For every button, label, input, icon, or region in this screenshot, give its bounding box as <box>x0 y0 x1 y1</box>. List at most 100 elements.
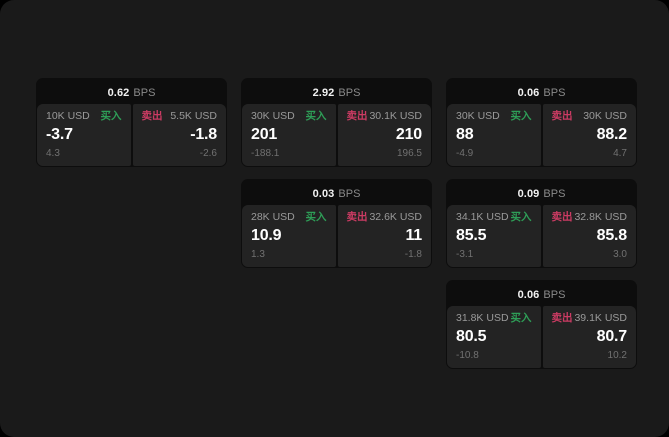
card-header: 0.06 BPS <box>446 83 637 104</box>
quote-column-1: 0.62 BPS 10K USD 买入 -3.7 4.3 卖出 <box>36 78 227 167</box>
card-header: 0.09 BPS <box>446 184 637 205</box>
sell-side-label: 卖出 <box>346 110 368 122</box>
quote-card[interactable]: 0.03 BPS 28K USD 买入 10.9 1.3 卖出 <box>241 179 432 268</box>
buy-side-label: 买入 <box>100 110 122 122</box>
bps-value: 2.92 <box>312 87 335 99</box>
sell-delta: -1.8 <box>404 249 422 260</box>
card-panels: 31.8K USD 买入 80.5 -10.8 卖出 39.1K USD 80.… <box>446 306 637 369</box>
card-panels: 30K USD 买入 201 -188.1 卖出 30.1K USD 210 1… <box>241 104 432 167</box>
sell-value: 85.8 <box>596 227 628 245</box>
buy-panel-top: 30K USD 买入 <box>251 111 327 122</box>
sell-size: 5.5K USD <box>170 110 217 122</box>
sell-panel-top: 卖出 32.6K USD <box>347 212 423 223</box>
sell-size: 32.6K USD <box>369 211 422 223</box>
quote-card-grid: 0.62 BPS 10K USD 买入 -3.7 4.3 卖出 <box>36 78 637 398</box>
buy-panel[interactable]: 30K USD 买入 88 -4.9 <box>447 104 541 166</box>
buy-panel-top: 10K USD 买入 <box>46 111 122 122</box>
buy-panel[interactable]: 30K USD 买入 201 -188.1 <box>242 104 336 166</box>
buy-size: 28K USD <box>251 211 295 223</box>
sell-panel-top: 卖出 5.5K USD <box>142 111 218 122</box>
card-header: 0.03 BPS <box>241 184 432 205</box>
bps-unit: BPS <box>133 87 156 99</box>
buy-size: 30K USD <box>456 110 500 122</box>
buy-size: 30K USD <box>251 110 295 122</box>
quote-card[interactable]: 0.62 BPS 10K USD 买入 -3.7 4.3 卖出 <box>36 78 227 167</box>
buy-panel[interactable]: 10K USD 买入 -3.7 4.3 <box>37 104 131 166</box>
bps-value: 0.62 <box>107 87 130 99</box>
quote-card[interactable]: 0.06 BPS 31.8K USD 买入 80.5 -10.8 卖 <box>446 280 637 369</box>
bps-value: 0.06 <box>517 87 540 99</box>
buy-panel-top: 30K USD 买入 <box>456 111 532 122</box>
buy-side-label: 买入 <box>510 211 532 223</box>
sell-size: 39.1K USD <box>574 312 627 324</box>
buy-panel[interactable]: 31.8K USD 买入 80.5 -10.8 <box>447 306 541 368</box>
buy-delta: -4.9 <box>456 148 474 159</box>
bps-value: 0.09 <box>517 188 540 200</box>
buy-value: 88 <box>456 126 474 144</box>
buy-panel-top: 31.8K USD 买入 <box>456 313 532 324</box>
buy-size: 34.1K USD <box>456 211 509 223</box>
buy-panel-top: 34.1K USD 买入 <box>456 212 532 223</box>
card-panels: 30K USD 买入 88 -4.9 卖出 30K USD 88.2 4.7 <box>446 104 637 167</box>
buy-side-label: 买入 <box>510 110 532 122</box>
buy-side-label: 买入 <box>305 211 327 223</box>
card-header: 2.92 BPS <box>241 83 432 104</box>
sell-value: 88.2 <box>596 126 628 144</box>
sell-size: 30K USD <box>583 110 627 122</box>
buy-value: -3.7 <box>46 126 73 144</box>
sell-panel-top: 卖出 32.8K USD <box>552 212 628 223</box>
sell-side-label: 卖出 <box>551 312 573 324</box>
bps-unit: BPS <box>338 188 361 200</box>
sell-side-label: 卖出 <box>551 211 573 223</box>
sell-delta: 3.0 <box>613 249 627 260</box>
card-panels: 34.1K USD 买入 85.5 -3.1 卖出 32.8K USD 85.8… <box>446 205 637 268</box>
sell-panel[interactable]: 卖出 32.6K USD 11 -1.8 <box>337 205 431 267</box>
buy-panel-top: 28K USD 买入 <box>251 212 327 223</box>
quote-column-3: 0.06 BPS 30K USD 买入 88 -4.9 卖出 <box>446 78 637 369</box>
card-panels: 10K USD 买入 -3.7 4.3 卖出 5.5K USD -1.8 -2.… <box>36 104 227 167</box>
sell-panel[interactable]: 卖出 32.8K USD 85.8 3.0 <box>542 205 636 267</box>
sell-value: -1.8 <box>190 126 217 144</box>
bps-unit: BPS <box>543 87 566 99</box>
buy-value: 80.5 <box>456 328 487 346</box>
card-header: 0.06 BPS <box>446 285 637 306</box>
sell-panel[interactable]: 卖出 30K USD 88.2 4.7 <box>542 104 636 166</box>
buy-value: 10.9 <box>251 227 282 245</box>
quote-card[interactable]: 0.06 BPS 30K USD 买入 88 -4.9 卖出 <box>446 78 637 167</box>
quote-card[interactable]: 0.09 BPS 34.1K USD 买入 85.5 -3.1 卖出 <box>446 179 637 268</box>
sell-panel[interactable]: 卖出 30.1K USD 210 196.5 <box>337 104 431 166</box>
buy-size: 10K USD <box>46 110 90 122</box>
buy-delta: -3.1 <box>456 249 474 260</box>
card-header: 0.62 BPS <box>36 83 227 104</box>
sell-panel[interactable]: 卖出 39.1K USD 80.7 10.2 <box>542 306 636 368</box>
buy-size: 31.8K USD <box>456 312 509 324</box>
card-panels: 28K USD 买入 10.9 1.3 卖出 32.6K USD 11 -1.8 <box>241 205 432 268</box>
buy-side-label: 买入 <box>305 110 327 122</box>
buy-side-label: 买入 <box>510 312 532 324</box>
buy-delta: 4.3 <box>46 148 60 159</box>
sell-value: 210 <box>395 126 422 144</box>
buy-delta: 1.3 <box>251 249 265 260</box>
buy-value: 201 <box>251 126 278 144</box>
quote-column-2: 2.92 BPS 30K USD 买入 201 -188.1 卖出 <box>241 78 432 268</box>
sell-delta: 196.5 <box>396 148 422 159</box>
sell-panel-top: 卖出 30.1K USD <box>347 111 423 122</box>
quote-card[interactable]: 2.92 BPS 30K USD 买入 201 -188.1 卖出 <box>241 78 432 167</box>
sell-delta: -2.6 <box>199 148 217 159</box>
buy-panel[interactable]: 28K USD 买入 10.9 1.3 <box>242 205 336 267</box>
sell-panel-top: 卖出 39.1K USD <box>552 313 628 324</box>
buy-value: 85.5 <box>456 227 487 245</box>
bps-unit: BPS <box>543 289 566 301</box>
buy-panel[interactable]: 34.1K USD 买入 85.5 -3.1 <box>447 205 541 267</box>
sell-side-label: 卖出 <box>346 211 368 223</box>
bps-unit: BPS <box>338 87 361 99</box>
buy-delta: -10.8 <box>456 350 479 361</box>
sell-delta: 4.7 <box>613 148 627 159</box>
sell-panel-top: 卖出 30K USD <box>552 111 628 122</box>
sell-side-label: 卖出 <box>551 110 573 122</box>
sell-panel[interactable]: 卖出 5.5K USD -1.8 -2.6 <box>132 104 226 166</box>
sell-size: 30.1K USD <box>369 110 422 122</box>
sell-delta: 10.2 <box>607 350 627 361</box>
bps-value: 0.03 <box>312 188 335 200</box>
